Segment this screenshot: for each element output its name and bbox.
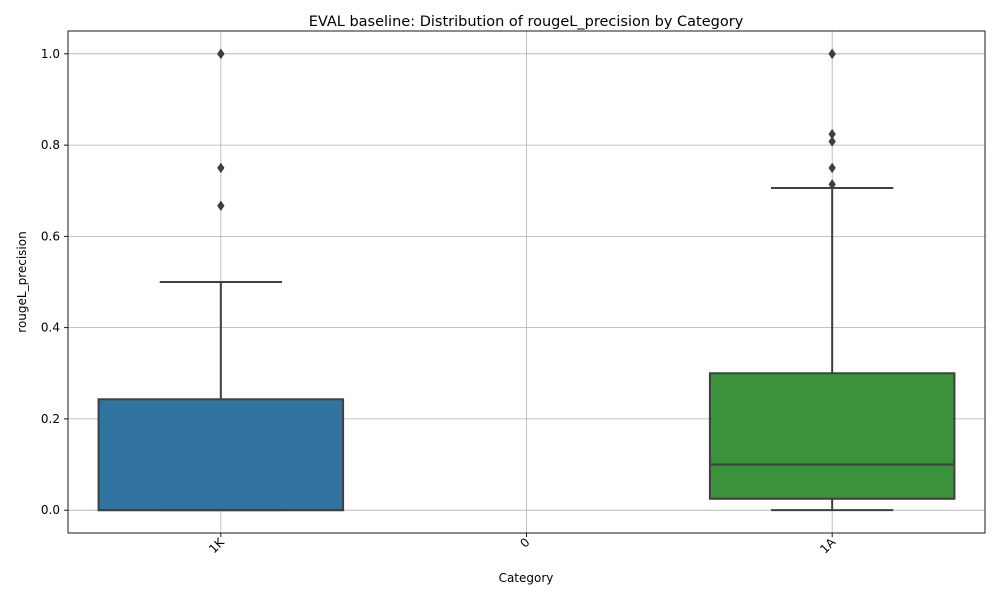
outlier-point	[828, 136, 836, 147]
boxes	[97, 48, 956, 512]
y-tick-label: 1.0	[41, 47, 60, 61]
y-tick-label: 0.6	[41, 229, 60, 243]
x-tick-label: 0	[517, 535, 532, 550]
outlier-point	[217, 162, 225, 174]
outlier-point	[217, 200, 225, 211]
outlier-point	[828, 162, 836, 174]
outlier-point	[828, 179, 836, 190]
x-tick-label: 1A	[817, 535, 839, 557]
x-tick-label: 1K	[206, 534, 228, 556]
x-axis-label: Category	[499, 571, 554, 585]
box-body	[97, 398, 345, 512]
box-body	[708, 372, 956, 500]
outlier-point	[828, 48, 836, 60]
outlier-point	[217, 48, 225, 60]
box-1A	[708, 48, 956, 512]
chart-title: EVAL baseline: Distribution of rougeL_pr…	[309, 14, 744, 30]
y-tick-label: 0.0	[41, 503, 60, 517]
y-tick-label: 0.2	[41, 412, 60, 426]
box-1K	[97, 48, 345, 512]
y-tick-label: 0.8	[41, 138, 60, 152]
y-tick-label: 0.4	[41, 321, 60, 335]
y-axis-label: rougeL_precision	[15, 231, 29, 332]
